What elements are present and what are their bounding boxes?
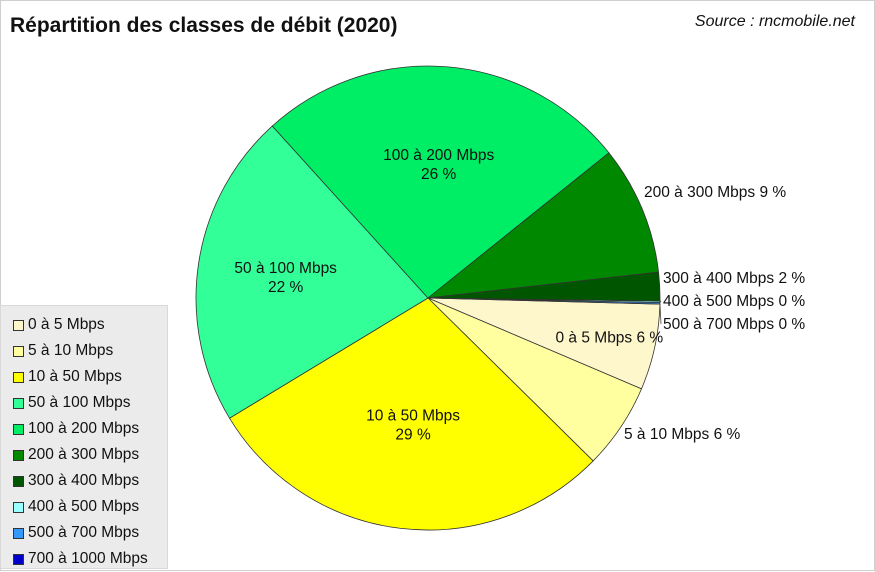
legend-swatch	[13, 527, 24, 539]
legend-item-100-a-200-mbps: 100 à 200 Mbps	[1, 416, 167, 442]
pie-slice-50-a-100-mbps	[195, 125, 429, 419]
legend-item-5-a-10-mbps: 5 à 10 Mbps	[1, 338, 167, 364]
legend-swatch	[13, 553, 24, 565]
legend-swatch	[13, 475, 24, 487]
legend-label: 300 à 400 Mbps	[28, 472, 140, 489]
leader-line-500-a-700-mbps	[659, 303, 662, 325]
legend-item-200-a-300-mbps: 200 à 300 Mbps	[1, 442, 167, 468]
legend-label: 100 à 200 Mbps	[28, 420, 140, 437]
legend-item-500-a-700-mbps: 500 à 700 Mbps	[1, 520, 167, 546]
pie-slice-200-a-300-mbps	[426, 152, 659, 299]
legend-label: 500 à 700 Mbps	[28, 524, 140, 541]
legend-label: 50 à 100 Mbps	[28, 394, 131, 411]
slice-label-5-a-10-mbps: 5 à 10 Mbps 6 %	[624, 426, 741, 443]
slice-label-400-a-500-mbps: 400 à 500 Mbps 0 %	[663, 293, 805, 310]
legend-item-700-a-1000-mbps: 700 à 1000 Mbps	[1, 546, 167, 572]
legend-item-10-a-50-mbps: 10 à 50 Mbps	[1, 364, 167, 390]
legend-label: 0 à 5 Mbps	[28, 316, 105, 333]
legend-swatch	[13, 371, 24, 383]
slice-label-100-a-200-mbps: 100 à 200 Mbps 26 %	[383, 147, 494, 183]
legend-swatch	[13, 501, 24, 513]
chart-legend: 0 à 5 Mbps 5 à 10 Mbps 10 à 50 Mbps 50 à 10…	[0, 305, 168, 569]
legend-item-50-a-100-mbps: 50 à 100 Mbps	[1, 390, 167, 416]
legend-item-400-a-500-mbps: 400 à 500 Mbps	[1, 494, 167, 520]
legend-swatch	[13, 319, 24, 331]
legend-label: 200 à 300 Mbps	[28, 446, 140, 463]
legend-swatch	[13, 397, 24, 409]
slice-label-200-a-300-mbps: 200 à 300 Mbps 9 %	[644, 184, 786, 201]
source-credit: Source : rncmobile.net	[694, 13, 855, 30]
pie-slice-100-a-200-mbps	[271, 65, 610, 299]
slice-label-0-a-5-mbps: 0 à 5 Mbps 6 %	[556, 329, 664, 346]
legend-label: 700 à 1000 Mbps	[28, 550, 148, 567]
legend-label: 10 à 50 Mbps	[28, 368, 122, 385]
leader-line-400-a-500-mbps	[659, 300, 662, 303]
legend-swatch	[13, 449, 24, 461]
legend-label: 400 à 500 Mbps	[28, 498, 140, 515]
legend-item-0-a-5-mbps: 0 à 5 Mbps	[1, 312, 167, 338]
slice-label-50-a-100-mbps: 50 à 100 Mbps 22 %	[234, 260, 337, 296]
slice-label-10-a-50-mbps: 10 à 50 Mbps 29 %	[366, 408, 460, 444]
pie-slice-10-a-50-mbps	[228, 297, 594, 531]
legend-item-300-a-400-mbps: 300 à 400 Mbps	[1, 468, 167, 494]
legend-label: 5 à 10 Mbps	[28, 342, 114, 359]
legend-swatch	[13, 345, 24, 357]
legend-swatch	[13, 423, 24, 435]
slice-label-300-a-400-mbps: 300 à 400 Mbps 2 %	[663, 270, 805, 287]
slice-label-500-a-700-mbps: 500 à 700 Mbps 0 %	[663, 316, 805, 333]
chart-title: Répartition des classes de débit (2020)	[10, 14, 398, 37]
